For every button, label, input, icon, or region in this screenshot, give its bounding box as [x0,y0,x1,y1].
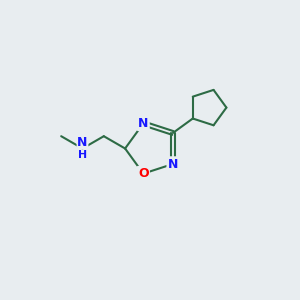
Text: N: N [77,136,88,149]
Text: N: N [138,117,148,130]
Text: N: N [168,158,178,170]
Text: O: O [138,167,149,180]
Text: H: H [78,150,87,160]
